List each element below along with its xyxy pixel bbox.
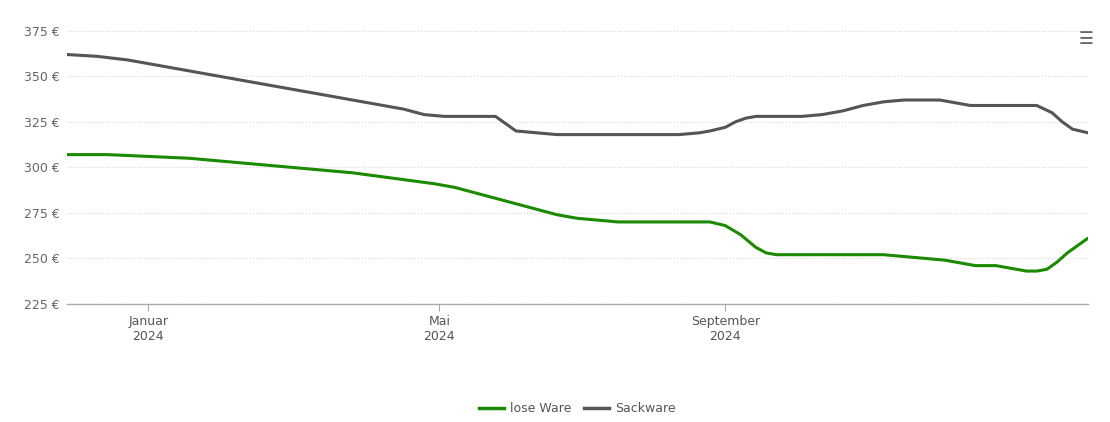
Text: ☰: ☰ — [1079, 30, 1093, 48]
Legend: lose Ware, Sackware: lose Ware, Sackware — [474, 397, 680, 420]
